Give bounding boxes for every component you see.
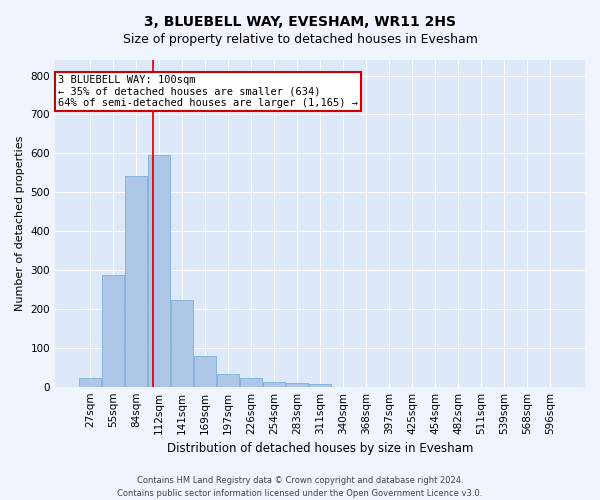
Text: Size of property relative to detached houses in Evesham: Size of property relative to detached ho… [122, 32, 478, 46]
Text: Contains HM Land Registry data © Crown copyright and database right 2024.
Contai: Contains HM Land Registry data © Crown c… [118, 476, 482, 498]
Y-axis label: Number of detached properties: Number of detached properties [15, 136, 25, 311]
Bar [79, 378, 101, 386]
Bar [240, 378, 262, 386]
Bar [217, 374, 239, 386]
Bar [309, 384, 331, 386]
Bar [286, 383, 308, 386]
Bar [263, 382, 285, 386]
Bar [171, 300, 193, 386]
Bar [102, 274, 124, 386]
Bar [148, 154, 170, 386]
Bar [125, 176, 147, 386]
Text: 3, BLUEBELL WAY, EVESHAM, WR11 2HS: 3, BLUEBELL WAY, EVESHAM, WR11 2HS [144, 15, 456, 29]
X-axis label: Distribution of detached houses by size in Evesham: Distribution of detached houses by size … [167, 442, 473, 455]
Bar [194, 356, 216, 386]
Text: 3 BLUEBELL WAY: 100sqm
← 35% of detached houses are smaller (634)
64% of semi-de: 3 BLUEBELL WAY: 100sqm ← 35% of detached… [58, 74, 358, 108]
